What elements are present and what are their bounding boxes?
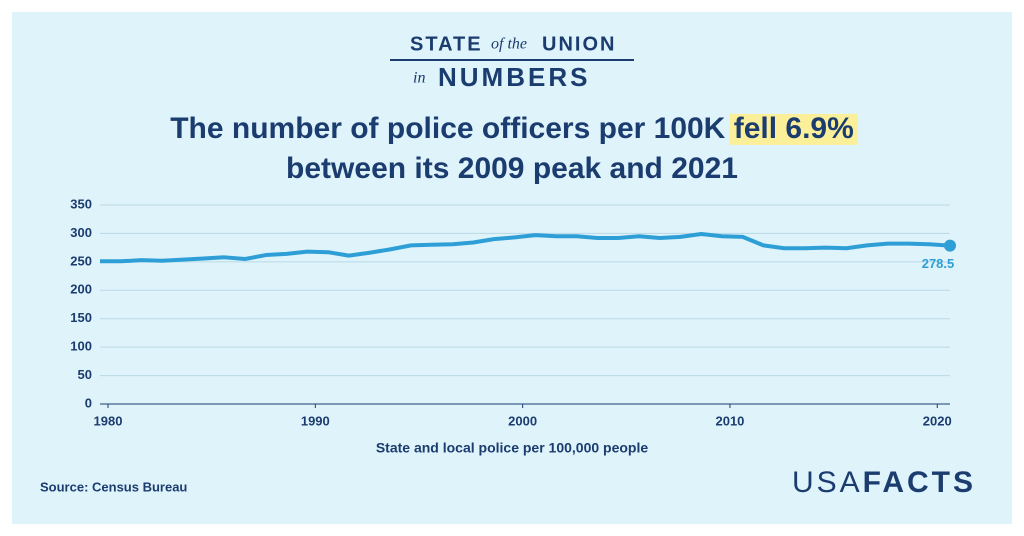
y-tick-label: 50 (78, 367, 92, 382)
x-axis-label: State and local police per 100,000 peopl… (376, 440, 649, 456)
title-line: The number of police officers per 100K (170, 112, 725, 145)
data-line (100, 231, 951, 264)
chart-title: The number of police officers per 100K f… (170, 112, 854, 145)
data-label: 278.5 (922, 256, 955, 271)
logo-numbers: NUMBERS (438, 62, 590, 92)
title-highlight: fell 6.9% (734, 112, 854, 145)
y-tick-label: 300 (70, 225, 92, 240)
brand-bold: FACTS (863, 466, 976, 499)
brand-light: USA (792, 466, 863, 499)
y-tick-label: 150 (70, 310, 92, 325)
brand: USAFACTS (792, 466, 976, 499)
logo-union: UNION (542, 33, 616, 55)
source: Source: Census Bureau (40, 479, 187, 494)
logo-of-the: of the (491, 36, 527, 53)
x-tick-label: 2020 (923, 413, 952, 428)
y-tick-label: 350 (70, 196, 92, 211)
chart-title: between its 2009 peak and 2021 (286, 152, 738, 185)
y-tick-label: 200 (70, 282, 92, 297)
end-point (944, 239, 956, 252)
x-tick-label: 2000 (508, 413, 537, 428)
logo-in: in (413, 70, 425, 87)
logo-state: STATE (410, 33, 483, 55)
y-tick-label: 250 (70, 253, 92, 268)
panel (12, 12, 1012, 524)
x-tick-label: 1980 (94, 413, 123, 428)
highlight-box (729, 113, 858, 145)
x-tick-label: 2010 (715, 413, 744, 428)
y-tick-label: 100 (70, 339, 92, 354)
y-tick-label: 0 (85, 395, 92, 410)
x-tick-label: 1990 (301, 413, 330, 428)
